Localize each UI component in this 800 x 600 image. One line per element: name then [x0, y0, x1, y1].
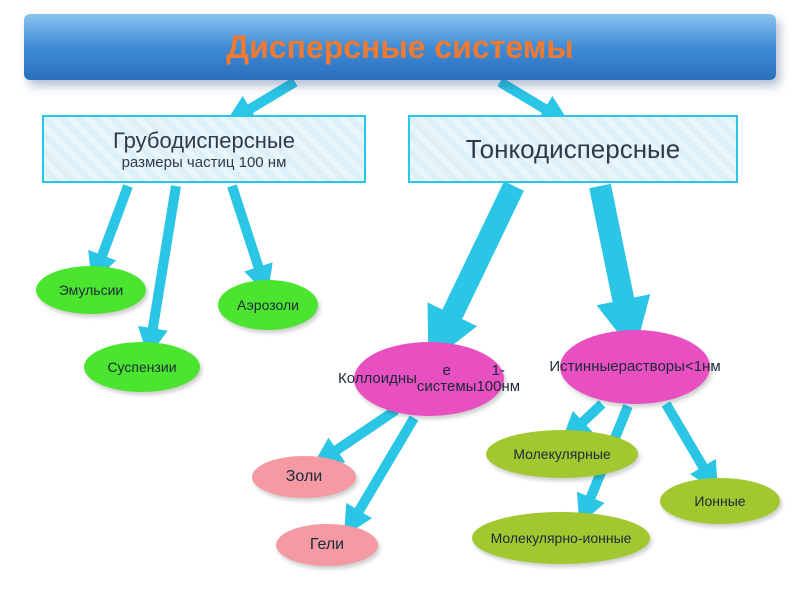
node-molion: Молекулярно-ионные: [472, 512, 650, 564]
node-ionic: Ионные: [660, 478, 780, 524]
arrow-title-catR: [500, 82, 560, 118]
category-coarse: Грубодисперсные размеры частиц 100 нм: [42, 115, 366, 183]
category-fine-title: Тонкодисперсные: [466, 134, 680, 165]
node-suspensions: Суспензии: [84, 342, 200, 392]
arrow-title-catL: [235, 82, 295, 118]
page-title: Дисперсные системы: [226, 29, 573, 66]
node-colloidal: Коллоидные системы1-100нм: [354, 342, 504, 416]
arrow-catL-emulsions: [96, 186, 128, 272]
arrow-colloidal-gels: [350, 418, 414, 526]
node-gels: Гели: [276, 524, 378, 566]
title-banner: Дисперсные системы: [24, 14, 776, 80]
arrow-truesol-ionic: [666, 404, 712, 482]
node-molecular: Молекулярные: [486, 430, 638, 478]
category-fine: Тонкодисперсные: [408, 115, 738, 183]
arrow-catL-suspensions: [150, 186, 176, 346]
node-sols: Золи: [252, 456, 356, 498]
arrow-catR-truesol: [600, 186, 630, 332]
node-truesol: Истинныерастворы<1нм: [560, 330, 710, 404]
category-coarse-title: Грубодисперсные: [113, 128, 295, 154]
arrow-catL-aerosols: [232, 186, 264, 284]
arrow-colloidal-sols: [322, 410, 396, 460]
arrow-catR-colloidal: [438, 186, 514, 344]
diagram-canvas: Дисперсные системы Грубодисперсные разме…: [0, 0, 800, 600]
node-aerosols: Аэрозоли: [218, 280, 318, 330]
node-emulsions: Эмульсии: [36, 266, 146, 314]
category-coarse-sub: размеры частиц 100 нм: [122, 154, 287, 171]
